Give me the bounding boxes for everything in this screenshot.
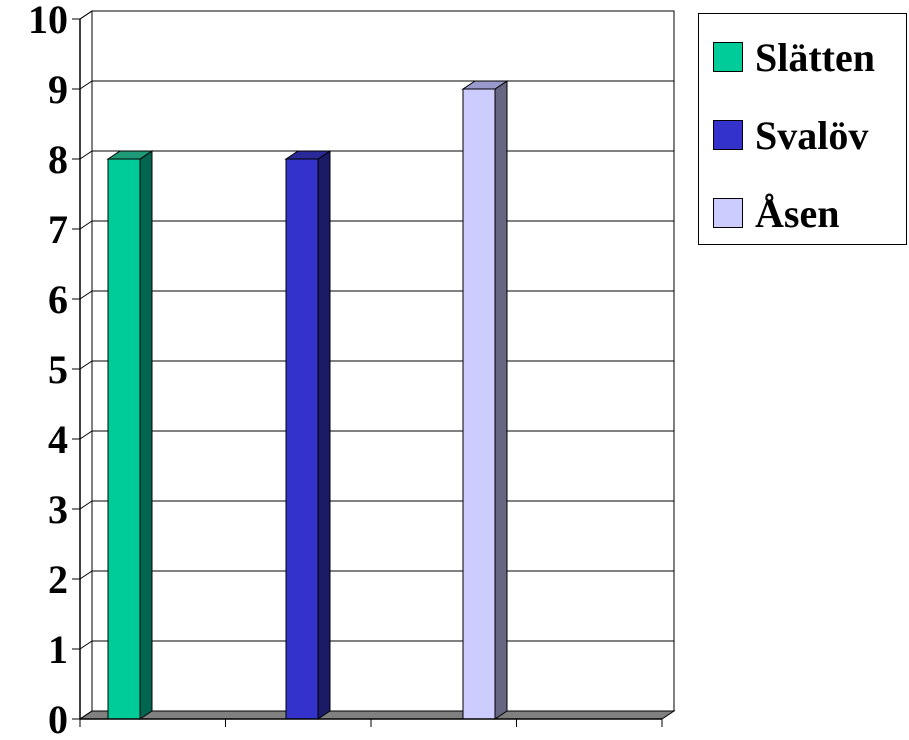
y-tick-label: 0	[48, 697, 68, 740]
bar-top	[284, 150, 332, 160]
side-wall-line	[79, 710, 93, 720]
y-tick-label: 8	[48, 137, 68, 182]
legend-item-slatten: Slätten	[713, 35, 875, 80]
side-wall-line	[79, 220, 93, 230]
side-wall-line	[79, 430, 93, 440]
bar-top	[106, 150, 154, 160]
bar-0	[106, 150, 154, 720]
side-wall-line	[79, 570, 93, 580]
bar-side	[494, 80, 508, 720]
y-tick-label: 3	[48, 487, 68, 532]
bar-2	[461, 80, 509, 720]
y-tick-label: 7	[48, 207, 68, 252]
legend-label-svalov: Svalöv	[755, 112, 869, 158]
gridlines	[79, 10, 674, 720]
side-wall-line	[79, 640, 93, 650]
axes	[72, 10, 663, 727]
bars	[106, 80, 509, 720]
bar-1	[284, 150, 332, 720]
legend-swatch-asen	[713, 198, 743, 228]
bar-side	[317, 150, 331, 720]
side-wall-line	[79, 150, 93, 160]
legend-item-svalov: Svalöv	[713, 113, 868, 158]
legend-swatch-slatten	[713, 42, 743, 72]
side-wall-line	[79, 290, 93, 300]
plot-area	[78, 10, 676, 720]
bar-front	[285, 158, 319, 720]
y-tick-label: 4	[48, 417, 68, 462]
side-wall-line	[79, 500, 93, 510]
legend-item-asen: Åsen	[713, 191, 839, 236]
y-tick-label: 9	[48, 67, 68, 112]
bar-top	[461, 80, 509, 90]
legend-label-asen: Åsen	[755, 190, 840, 236]
bar-side	[139, 150, 153, 720]
y-tick-label: 1	[48, 627, 68, 672]
y-tick-labels: 0 1 2 3 4 5 6 7 8 9 10	[28, 0, 68, 740]
side-wall-top	[79, 10, 93, 20]
legend-swatch-svalov	[713, 120, 743, 150]
legend: Slätten Svalöv Åsen	[698, 13, 907, 245]
floor	[78, 710, 676, 720]
y-tick-label: 10	[28, 0, 68, 42]
y-tick-label: 6	[48, 277, 68, 322]
legend-label-slatten: Slätten	[755, 34, 875, 80]
y-tick-label: 2	[48, 557, 68, 602]
side-wall-line	[79, 80, 93, 90]
bar-front	[107, 158, 141, 720]
bar-front	[462, 88, 496, 720]
side-wall-line	[79, 360, 93, 370]
y-tick-label: 5	[48, 347, 68, 392]
